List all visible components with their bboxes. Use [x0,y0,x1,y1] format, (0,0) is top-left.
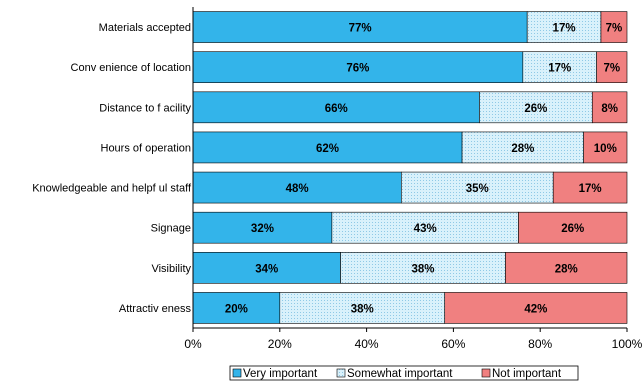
bar-convenience-of-location-not-important [596,51,628,83]
x-tick-label: 0% [184,337,202,351]
data-label-knowledgeable-and-helpful-staff-somewhat-important: 35% [466,183,489,195]
category-label: Conv enience of location [71,62,191,74]
data-label-knowledgeable-and-helpful-staff-not-important: 17% [579,183,602,195]
bar-attractiveness-very-important [192,292,281,324]
bar-distance-to-facility-very-important [192,91,480,124]
bar-attractiveness-not-important [444,292,628,324]
bar-knowledgeable-and-helpful-staff-very-important [192,171,402,204]
bar-materials-accepted-very-important [192,11,528,43]
data-label-distance-to-facility-somewhat-important: 26% [524,103,547,115]
data-label-convenience-of-location-very-important: 76% [346,63,369,75]
data-label-visibility-somewhat-important: 38% [412,263,435,275]
category-label: Visibility [151,263,191,275]
bar-distance-to-facility-somewhat-important [479,91,593,124]
bar-visibility-very-important [192,252,341,284]
bar-signage-not-important [518,211,628,244]
bar-materials-accepted-not-important [600,11,628,43]
data-label-signage-somewhat-important: 43% [414,223,437,235]
bar-knowledgeable-and-helpful-staff-somewhat-important [401,171,554,204]
legend-box [229,365,579,381]
x-tick-label: 60% [441,337,465,351]
data-label-convenience-of-location-not-important: 7% [603,63,620,75]
bar-convenience-of-location-very-important [192,51,524,83]
category-label: Materials accepted [99,22,191,34]
legend-swatch-somewhat-important [336,368,346,378]
bar-hours-of-operation-very-important [192,131,463,164]
x-tick-label: 40% [355,337,379,351]
category-label: Distance to f acility [99,102,191,114]
legend-label-very-important: Very important [243,368,318,380]
data-label-distance-to-facility-not-important: 8% [601,103,618,115]
data-label-materials-accepted-not-important: 7% [606,23,623,35]
bar-convenience-of-location-somewhat-important [522,51,597,83]
category-label: Signage [151,223,191,235]
legend-label-not-important: Not important [492,368,562,380]
data-label-convenience-of-location-somewhat-important: 17% [548,63,571,75]
data-label-attractiveness-not-important: 42% [524,303,547,315]
bar-visibility-somewhat-important [340,252,506,284]
data-label-hours-of-operation-somewhat-important: 28% [511,143,534,155]
bar-knowledgeable-and-helpful-staff-not-important [552,171,628,204]
x-tick-label: 20% [268,337,292,351]
bar-attractiveness-somewhat-important [279,292,446,324]
data-label-attractiveness-somewhat-important: 38% [351,303,374,315]
data-label-hours-of-operation-very-important: 62% [316,143,339,155]
data-label-visibility-very-important: 34% [255,263,278,275]
bar-signage-somewhat-important [331,211,519,244]
data-label-signage-very-important: 32% [251,223,274,235]
data-label-materials-accepted-somewhat-important: 17% [553,23,576,35]
category-label: Attractiv eness [119,303,192,315]
plot-area: 77% 17% 7% Materials accepted 76% 17% 7% Conv e… [32,7,642,351]
category-label: Knowledgeable and helpf ul staff [32,183,192,195]
bar-materials-accepted-somewhat-important [526,11,602,43]
data-label-attractiveness-very-important: 20% [225,303,248,315]
data-label-materials-accepted-very-important: 77% [349,23,372,35]
bar-distance-to-facility-not-important [591,91,628,124]
legend-swatch-very-important [232,368,242,378]
data-label-visibility-not-important: 28% [555,263,578,275]
legend-label-somewhat-important: Somewhat important [347,368,453,380]
bar-visibility-not-important [505,252,628,284]
data-label-hours-of-operation-not-important: 10% [594,143,617,155]
x-tick-label: 80% [528,337,552,351]
bar-hours-of-operation-not-important [583,131,628,164]
legend-swatch-not-important [481,368,491,378]
x-tick-label: 100% [612,337,642,351]
data-label-knowledgeable-and-helpful-staff-very-important: 48% [286,183,309,195]
legend: Very important Somewhat important Not impo… [229,365,579,381]
category-label: Hours of operation [101,142,192,154]
data-label-signage-not-important: 26% [561,223,584,235]
data-label-distance-to-facility-very-important: 66% [325,103,348,115]
